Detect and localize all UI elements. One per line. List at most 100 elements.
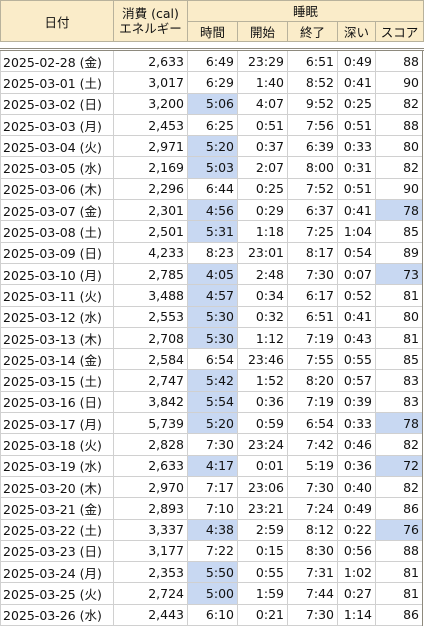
cell-sleep-deep[interactable]: 0:56 — [338, 540, 376, 561]
cell-sleep-end[interactable]: 7:42 — [288, 434, 338, 455]
cell-sleep-start[interactable]: 1:52 — [238, 370, 288, 391]
cell-sleep-deep[interactable]: 0:41 — [338, 200, 376, 221]
cell-sleep-time[interactable]: 5:03 — [188, 157, 238, 178]
cell-sleep-score[interactable]: 82 — [376, 476, 424, 497]
cell-date[interactable]: 2025-03-07 (金) — [1, 200, 114, 221]
cell-date[interactable]: 2025-03-19 (水) — [1, 455, 114, 476]
cell-calories[interactable]: 5,739 — [114, 413, 188, 434]
cell-sleep-time[interactable]: 6:29 — [188, 72, 238, 93]
cell-sleep-time[interactable]: 6:25 — [188, 114, 238, 135]
cell-sleep-score[interactable]: 80 — [376, 136, 424, 157]
cell-sleep-score[interactable]: 82 — [376, 434, 424, 455]
cell-sleep-start[interactable]: 0:32 — [238, 306, 288, 327]
cell-sleep-end[interactable]: 6:51 — [288, 50, 338, 72]
cell-sleep-start[interactable]: 0:34 — [238, 285, 288, 306]
cell-calories[interactable]: 3,200 — [114, 93, 188, 114]
cell-date[interactable]: 2025-03-24 (月) — [1, 562, 114, 583]
cell-sleep-start[interactable]: 1:40 — [238, 72, 288, 93]
cell-calories[interactable]: 2,501 — [114, 221, 188, 242]
cell-sleep-score[interactable]: 88 — [376, 114, 424, 135]
cell-sleep-deep[interactable]: 1:04 — [338, 221, 376, 242]
cell-date[interactable]: 2025-03-11 (火) — [1, 285, 114, 306]
cell-sleep-end[interactable]: 8:12 — [288, 519, 338, 540]
cell-sleep-deep[interactable]: 0:49 — [338, 50, 376, 72]
cell-date[interactable]: 2025-03-08 (土) — [1, 221, 114, 242]
cell-sleep-score[interactable]: 86 — [376, 604, 424, 625]
cell-date[interactable]: 2025-03-12 (水) — [1, 306, 114, 327]
cell-sleep-score[interactable]: 81 — [376, 327, 424, 348]
cell-sleep-start[interactable]: 0:15 — [238, 540, 288, 561]
cell-date[interactable]: 2025-03-15 (土) — [1, 370, 114, 391]
cell-sleep-score[interactable]: 88 — [376, 50, 424, 72]
cell-sleep-start[interactable]: 1:12 — [238, 327, 288, 348]
cell-sleep-end[interactable]: 7:55 — [288, 349, 338, 370]
cell-date[interactable]: 2025-03-13 (木) — [1, 327, 114, 348]
cell-sleep-time[interactable]: 4:56 — [188, 200, 238, 221]
cell-sleep-score[interactable]: 82 — [376, 157, 424, 178]
cell-calories[interactable]: 2,785 — [114, 263, 188, 284]
cell-sleep-score[interactable]: 83 — [376, 370, 424, 391]
cell-sleep-start[interactable]: 0:25 — [238, 178, 288, 199]
cell-calories[interactable]: 2,971 — [114, 136, 188, 157]
cell-sleep-end[interactable]: 8:17 — [288, 242, 338, 263]
cell-sleep-score[interactable]: 85 — [376, 349, 424, 370]
cell-sleep-end[interactable]: 8:30 — [288, 540, 338, 561]
cell-sleep-score[interactable]: 88 — [376, 540, 424, 561]
cell-sleep-start[interactable]: 2:07 — [238, 157, 288, 178]
cell-sleep-time[interactable]: 7:22 — [188, 540, 238, 561]
cell-sleep-time[interactable]: 5:31 — [188, 221, 238, 242]
cell-sleep-time[interactable]: 6:10 — [188, 604, 238, 625]
header-sleep-start[interactable]: 開始 — [238, 21, 288, 42]
cell-date[interactable]: 2025-03-22 (土) — [1, 519, 114, 540]
cell-sleep-score[interactable]: 78 — [376, 413, 424, 434]
cell-sleep-end[interactable]: 7:25 — [288, 221, 338, 242]
cell-calories[interactable]: 2,828 — [114, 434, 188, 455]
cell-sleep-deep[interactable]: 0:40 — [338, 476, 376, 497]
cell-sleep-end[interactable]: 5:19 — [288, 455, 338, 476]
cell-sleep-end[interactable]: 6:37 — [288, 200, 338, 221]
cell-sleep-score[interactable]: 89 — [376, 242, 424, 263]
cell-date[interactable]: 2025-03-04 (火) — [1, 136, 114, 157]
cell-sleep-time[interactable]: 5:54 — [188, 391, 238, 412]
cell-calories[interactable]: 2,970 — [114, 476, 188, 497]
cell-sleep-score[interactable]: 83 — [376, 391, 424, 412]
cell-sleep-score[interactable]: 90 — [376, 72, 424, 93]
cell-sleep-end[interactable]: 9:52 — [288, 93, 338, 114]
cell-sleep-start[interactable]: 0:55 — [238, 562, 288, 583]
cell-date[interactable]: 2025-03-26 (水) — [1, 604, 114, 625]
cell-calories[interactable]: 3,488 — [114, 285, 188, 306]
cell-date[interactable]: 2025-03-10 (月) — [1, 263, 114, 284]
cell-sleep-score[interactable]: 80 — [376, 306, 424, 327]
header-sleep-deep[interactable]: 深い — [338, 21, 376, 42]
cell-sleep-score[interactable]: 85 — [376, 221, 424, 242]
cell-date[interactable]: 2025-02-28 (金) — [1, 50, 114, 72]
cell-sleep-time[interactable]: 5:30 — [188, 306, 238, 327]
cell-calories[interactable]: 2,453 — [114, 114, 188, 135]
cell-sleep-deep[interactable]: 0:57 — [338, 370, 376, 391]
cell-calories[interactable]: 2,893 — [114, 498, 188, 519]
cell-date[interactable]: 2025-03-02 (日) — [1, 93, 114, 114]
cell-sleep-start[interactable]: 0:59 — [238, 413, 288, 434]
cell-sleep-start[interactable]: 2:59 — [238, 519, 288, 540]
cell-sleep-score[interactable]: 81 — [376, 583, 424, 604]
cell-date[interactable]: 2025-03-16 (日) — [1, 391, 114, 412]
cell-sleep-end[interactable]: 7:44 — [288, 583, 338, 604]
cell-sleep-deep[interactable]: 0:39 — [338, 391, 376, 412]
cell-calories[interactable]: 2,553 — [114, 306, 188, 327]
cell-sleep-start[interactable]: 0:29 — [238, 200, 288, 221]
cell-date[interactable]: 2025-03-18 (火) — [1, 434, 114, 455]
cell-date[interactable]: 2025-03-23 (日) — [1, 540, 114, 561]
header-sleep-score[interactable]: スコア — [376, 21, 424, 42]
cell-calories[interactable]: 2,724 — [114, 583, 188, 604]
cell-sleep-end[interactable]: 7:52 — [288, 178, 338, 199]
cell-sleep-end[interactable]: 6:54 — [288, 413, 338, 434]
cell-calories[interactable]: 3,177 — [114, 540, 188, 561]
cell-sleep-end[interactable]: 7:30 — [288, 263, 338, 284]
cell-date[interactable]: 2025-03-20 (木) — [1, 476, 114, 497]
cell-sleep-end[interactable]: 7:30 — [288, 604, 338, 625]
cell-date[interactable]: 2025-03-03 (月) — [1, 114, 114, 135]
cell-sleep-deep[interactable]: 0:52 — [338, 285, 376, 306]
cell-calories[interactable]: 2,633 — [114, 50, 188, 72]
cell-sleep-time[interactable]: 5:30 — [188, 327, 238, 348]
cell-sleep-deep[interactable]: 1:14 — [338, 604, 376, 625]
